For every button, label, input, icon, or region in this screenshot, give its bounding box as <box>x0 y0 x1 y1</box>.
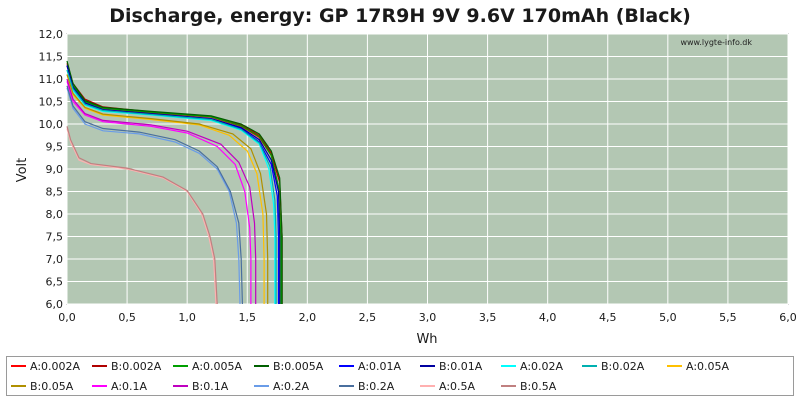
grid-lines <box>66 33 789 305</box>
chart-title: Discharge, energy: GP 17R9H 9V 9.6V 170m… <box>109 5 691 27</box>
legend-item: B:0.01A <box>420 357 482 377</box>
legend-label: A:0.01A <box>358 360 402 373</box>
y-tick-label: 6,0 <box>46 298 64 311</box>
legend-swatch <box>92 385 107 387</box>
x-tick-label: 0,5 <box>118 311 136 324</box>
series-line-b-0-2a <box>66 85 243 305</box>
legend-swatch <box>501 385 516 387</box>
y-tick-label: 11,0 <box>39 73 64 86</box>
legend-item: B:0.1A <box>173 377 228 397</box>
legend-item: B:0.005A <box>254 357 323 377</box>
legend-item: B:0.2A <box>339 377 394 397</box>
series-line-b-0-5a <box>66 126 218 305</box>
legend-label: A:0.005A <box>192 360 243 373</box>
y-tick-label: 8,0 <box>46 208 64 221</box>
legend-label: A:0.5A <box>439 380 476 393</box>
x-tick-label: 1,5 <box>239 311 257 324</box>
y-axis-label: Volt <box>15 158 30 183</box>
series-line-a-0-05a <box>66 74 265 304</box>
series-line-b-0-05a <box>66 74 269 304</box>
legend-label: B:0.1A <box>192 380 229 393</box>
y-tick-label: 10,5 <box>39 96 64 109</box>
legend-item: B:0.05A <box>11 377 73 397</box>
x-axis-ticks: 0,0 0,5 1,0 1,5 2,0 2,5 3,0 3,5 4,0 4,5 5,0 5,5 6,0 <box>58 311 797 324</box>
legend-label: A:0.2A <box>273 380 310 393</box>
watermark: www.lygte-info.dk <box>680 38 752 47</box>
legend-item: B:0.002A <box>92 357 161 377</box>
legend-item: B:0.5A <box>501 377 556 397</box>
legend-swatch <box>339 365 354 367</box>
legend-label: A:0.002A <box>30 360 81 373</box>
x-tick-label: 5,0 <box>659 311 677 324</box>
y-tick-label: 9,5 <box>46 141 64 154</box>
y-tick-label: 7,0 <box>46 253 64 266</box>
legend-swatch <box>254 385 269 387</box>
legend-item: A:0.5A <box>420 377 475 397</box>
x-axis-label: Wh <box>416 332 437 347</box>
legend-swatch <box>11 365 26 367</box>
series-line-b-0-005a <box>66 60 283 304</box>
legend-item: A:0.1A <box>92 377 147 397</box>
legend-label: B:0.005A <box>273 360 324 373</box>
legend-label: B:0.02A <box>601 360 645 373</box>
legend: A:0.002A B:0.002A A:0.005A B:0.005A A:0.01A B… <box>6 356 794 396</box>
legend-label: A:0.02A <box>520 360 564 373</box>
y-tick-label: 9,0 <box>46 163 64 176</box>
legend-label: B:0.5A <box>520 380 557 393</box>
legend-item: A:0.002A <box>11 357 80 377</box>
y-axis-ticks: 6,0 6,5 7,0 7,5 8,0 8,5 9,0 9,5 10,0 10,5 11,0 11,5… <box>39 28 64 311</box>
legend-swatch <box>420 385 435 387</box>
legend-label: B:0.01A <box>439 360 483 373</box>
x-tick-label: 0,0 <box>58 311 76 324</box>
x-tick-label: 6,0 <box>779 311 797 324</box>
legend-swatch <box>254 365 269 367</box>
y-tick-label: 6,5 <box>46 276 64 289</box>
series-line-b-0-01a <box>66 65 281 304</box>
legend-swatch <box>667 365 682 367</box>
legend-swatch <box>420 365 435 367</box>
x-tick-label: 1,0 <box>178 311 196 324</box>
x-tick-label: 2,0 <box>299 311 317 324</box>
legend-label: B:0.002A <box>111 360 162 373</box>
x-tick-label: 2,5 <box>359 311 377 324</box>
legend-label: B:0.2A <box>358 380 395 393</box>
x-tick-label: 3,0 <box>419 311 437 324</box>
x-tick-label: 4,0 <box>539 311 557 324</box>
legend-swatch <box>173 365 188 367</box>
x-tick-label: 5,5 <box>719 311 737 324</box>
legend-swatch <box>501 365 516 367</box>
series-lines <box>66 60 283 305</box>
legend-swatch <box>11 385 26 387</box>
series-line-b-0-1a <box>66 78 257 304</box>
legend-item: A:0.005A <box>173 357 242 377</box>
y-tick-label: 7,5 <box>46 231 64 244</box>
series-line-a-0-2a <box>66 87 241 305</box>
legend-label: A:0.1A <box>111 380 148 393</box>
y-tick-label: 11,5 <box>39 51 64 64</box>
legend-swatch <box>173 385 188 387</box>
legend-item: B:0.02A <box>582 357 644 377</box>
series-line-a-0-5a <box>66 128 217 305</box>
series-line-a-0-1a <box>66 81 252 304</box>
x-tick-label: 4,5 <box>599 311 617 324</box>
legend-item: A:0.02A <box>501 357 563 377</box>
legend-swatch <box>92 365 107 367</box>
x-tick-label: 3,5 <box>479 311 497 324</box>
legend-label: B:0.05A <box>30 380 74 393</box>
legend-label: A:0.05A <box>686 360 730 373</box>
legend-item: A:0.01A <box>339 357 401 377</box>
series-line-b-0-02a <box>66 69 277 304</box>
legend-swatch <box>339 385 354 387</box>
legend-swatch <box>582 365 597 367</box>
legend-item: A:0.2A <box>254 377 309 397</box>
y-tick-label: 10,0 <box>39 118 64 131</box>
y-tick-label: 12,0 <box>39 28 64 41</box>
series-line-a-0-02a <box>66 69 276 304</box>
y-tick-label: 8,5 <box>46 186 64 199</box>
legend-item: A:0.05A <box>667 357 729 377</box>
